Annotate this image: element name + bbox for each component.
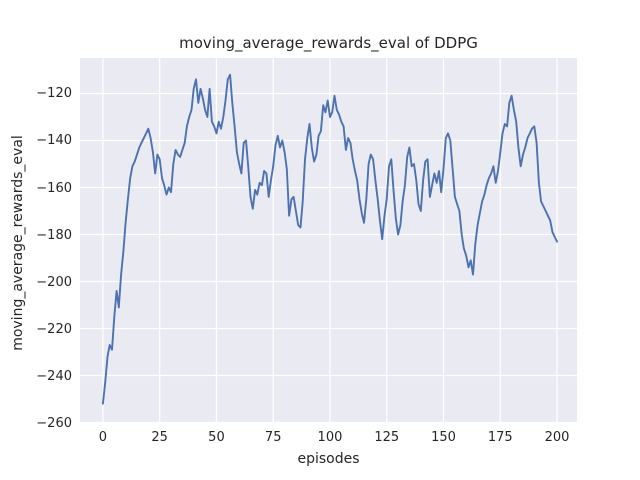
y-axis-label: moving_average_rewards_eval <box>10 135 26 351</box>
y-tick-label: −240 <box>36 368 72 384</box>
y-tick-label: −160 <box>36 180 72 196</box>
x-tick-label: 175 <box>487 430 513 445</box>
y-tick-label: −200 <box>36 274 72 290</box>
x-tick-label: 75 <box>264 430 282 445</box>
x-tick-label: 125 <box>374 430 400 445</box>
chart-title: moving_average_rewards_eval of DDPG <box>179 34 478 52</box>
line-plot-svg <box>80 58 577 423</box>
y-tick-label: −140 <box>36 133 72 149</box>
y-tick-label: −260 <box>36 415 72 431</box>
data-line <box>101 73 558 405</box>
x-tick-label: 25 <box>151 430 168 445</box>
x-tick-label: 100 <box>317 430 343 445</box>
y-tick-label: −120 <box>36 86 72 102</box>
plot-area <box>80 58 577 423</box>
y-tick-label: −180 <box>36 227 72 243</box>
y-tick-label: −220 <box>36 321 72 337</box>
x-tick-label: 50 <box>208 430 225 445</box>
x-axis-label: episodes <box>297 451 360 467</box>
x-tick-label: 150 <box>431 430 456 445</box>
x-tick-label: 200 <box>544 430 570 445</box>
x-tick-label: 0 <box>98 430 108 445</box>
